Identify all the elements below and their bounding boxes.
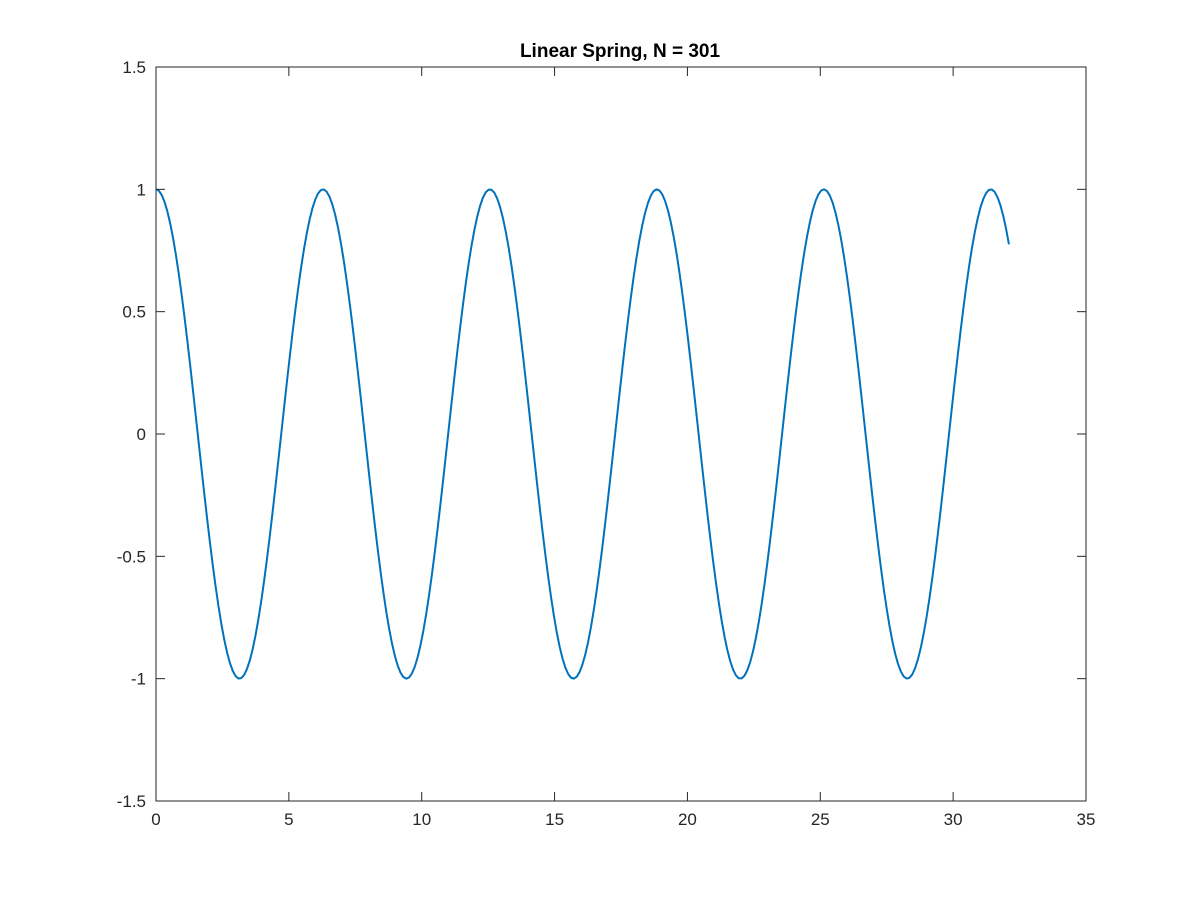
x-tick-label: 0 <box>151 810 160 829</box>
y-tick-label: 0 <box>137 425 146 444</box>
x-tick-label: 30 <box>944 810 963 829</box>
x-tick-label: 5 <box>284 810 293 829</box>
x-tick-label: 10 <box>412 810 431 829</box>
y-tick-label: -1.5 <box>117 792 146 811</box>
x-tick-label: 35 <box>1077 810 1096 829</box>
y-tick-label: 1 <box>137 180 146 199</box>
x-tick-label: 20 <box>678 810 697 829</box>
x-tick-label: 25 <box>811 810 830 829</box>
y-tick-label: 1.5 <box>122 58 146 77</box>
y-tick-label: -1 <box>131 670 146 689</box>
y-axis-ticks: 1.5 1 0.5 0 -0.5 -1 -1.5 <box>117 58 1086 811</box>
plot-area: 0 5 10 15 20 25 30 35 1.5 1 0.5 0 -0.5 -1 -1.5 <box>117 58 1096 829</box>
series-line <box>155 188 1010 680</box>
x-tick-label: 15 <box>545 810 564 829</box>
y-tick-label: -0.5 <box>117 547 146 566</box>
series-layer <box>155 188 1010 680</box>
axes-box <box>155 66 1087 802</box>
chart-title: Linear Spring, N = 301 <box>520 41 721 62</box>
x-axis-ticks: 0 5 10 15 20 25 30 35 <box>151 67 1095 829</box>
y-tick-label: 0.5 <box>122 303 146 322</box>
